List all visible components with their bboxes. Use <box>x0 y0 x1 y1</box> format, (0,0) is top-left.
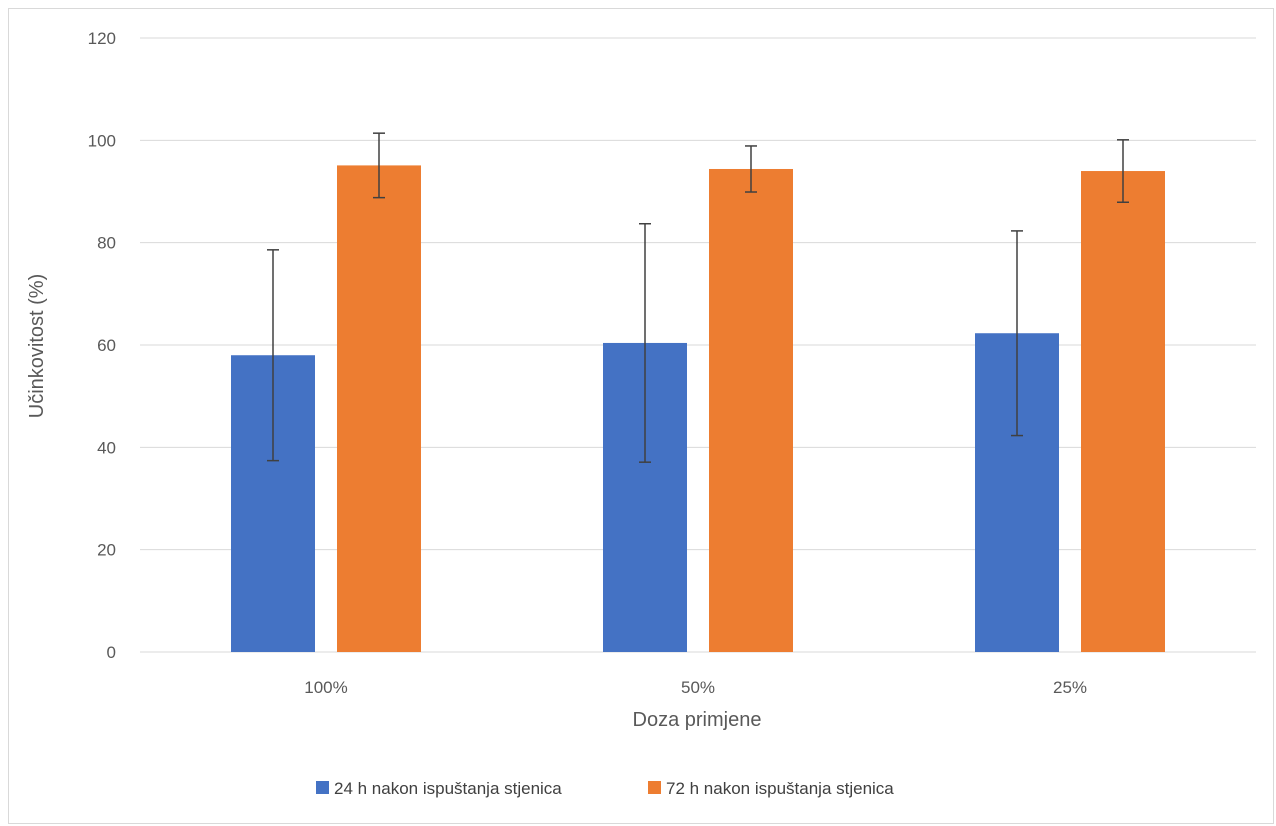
x-tick-label: 25% <box>1053 678 1087 697</box>
legend-label: 24 h nakon ispuštanja stjenica <box>334 779 562 798</box>
error-bar <box>745 145 757 193</box>
y-tick-label: 80 <box>97 234 116 253</box>
x-tick-label: 100% <box>304 678 347 697</box>
legend-swatch <box>648 781 661 794</box>
bar <box>1081 171 1165 653</box>
y-axis-title: Učinkovitost (%) <box>26 274 48 418</box>
x-axis-title: Doza primjene <box>633 709 762 731</box>
x-axis-ticks: 100% 50% 25% <box>304 678 1087 697</box>
y-tick-label: 20 <box>97 541 116 560</box>
bar <box>709 168 793 652</box>
error-bar <box>1117 139 1129 203</box>
legend-item: 24 h nakon ispuštanja stjenica <box>316 779 562 798</box>
legend-label: 72 h nakon ispuštanja stjenica <box>666 779 894 798</box>
error-bar <box>373 132 385 199</box>
bars <box>231 165 1165 653</box>
x-tick-label: 50% <box>681 678 715 697</box>
error-bar <box>1011 230 1023 437</box>
error-bars <box>267 132 1129 463</box>
y-tick-label: 40 <box>97 438 116 457</box>
error-bar <box>639 222 651 463</box>
legend-item: 72 h nakon ispuštanja stjenica <box>648 779 894 798</box>
error-bar <box>267 249 279 462</box>
legend: 24 h nakon ispuštanja stjenica 72 h nakon… <box>316 779 894 798</box>
y-tick-label: 100 <box>88 131 116 150</box>
y-axis-ticks: 0 20 40 60 80 100 120 <box>88 29 116 662</box>
legend-swatch <box>316 781 329 794</box>
gridlines <box>140 37 1256 653</box>
bar <box>337 165 421 652</box>
y-tick-label: 120 <box>88 29 116 48</box>
y-tick-label: 60 <box>97 336 116 355</box>
y-tick-label: 0 <box>107 643 116 662</box>
